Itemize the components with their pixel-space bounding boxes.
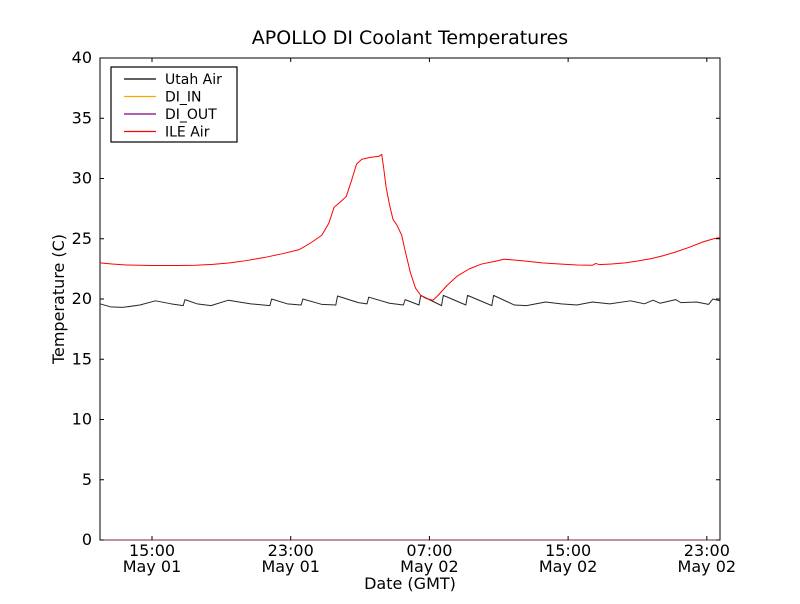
- series-lines: [99, 153, 721, 541]
- y-tick-label: 0: [82, 530, 92, 549]
- y-tick-label: 30: [72, 169, 92, 188]
- x-tick-date-label: May 02: [539, 557, 598, 576]
- x-axis-label: Date (GMT): [364, 574, 456, 593]
- y-tick-label: 20: [72, 289, 92, 308]
- series-line-utah-air: [99, 294, 721, 308]
- x-tick-time-label: 23:00: [268, 541, 314, 560]
- y-tick-label: 15: [72, 349, 92, 368]
- y-tick-label: 25: [72, 229, 92, 248]
- x-tick-date-label: May 01: [123, 557, 182, 576]
- y-axis-label: Temperature (C): [49, 234, 68, 365]
- y-tick-label: 40: [72, 48, 92, 67]
- x-tick-time-label: 23:00: [684, 541, 730, 560]
- x-tick-date-label: May 02: [400, 557, 459, 576]
- x-tick-date-label: May 01: [261, 557, 320, 576]
- x-tick-time-label: 15:00: [129, 541, 175, 560]
- legend-entry-label: Utah Air: [165, 72, 222, 88]
- legend-entry-label: ILE Air: [165, 124, 210, 140]
- axis-ticks: [100, 57, 720, 541]
- x-tick-time-label: 07:00: [406, 541, 452, 560]
- y-tick-label: 10: [72, 410, 92, 429]
- legend-entry-label: DI_IN: [165, 89, 202, 105]
- legend-entry-label: DI_OUT: [165, 107, 217, 123]
- x-tick-date-label: May 02: [678, 557, 737, 576]
- series-line-ile-air: [99, 153, 721, 301]
- y-tick-label: 35: [72, 108, 92, 127]
- chart-title: APOLLO DI Coolant Temperatures: [252, 27, 568, 49]
- x-tick-time-label: 15:00: [545, 541, 591, 560]
- y-tick-label: 5: [82, 470, 92, 489]
